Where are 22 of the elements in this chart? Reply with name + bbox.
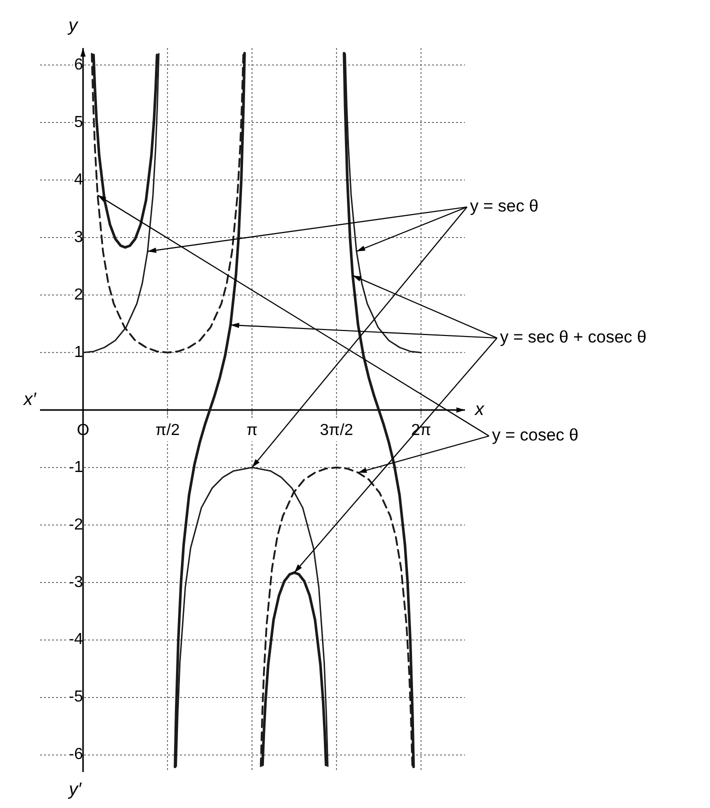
text: y′ xyxy=(66,779,82,799)
x-tick-label: π/2 xyxy=(155,422,180,440)
y-tick-label: 2 xyxy=(74,286,84,304)
y-tick-label: -1 xyxy=(68,458,84,476)
y-tick-label: -2 xyxy=(68,516,84,534)
y-tick-label: -6 xyxy=(68,746,84,764)
y-tick-label: -4 xyxy=(68,631,84,648)
y-tick-label: 4 xyxy=(74,172,84,189)
y-tick-label: -3 xyxy=(68,574,84,591)
y-tick-label: 6 xyxy=(74,56,84,74)
text: x′ xyxy=(22,389,37,409)
y-tick-label: 3 xyxy=(74,229,84,246)
y-axis-title: y xyxy=(66,15,79,35)
y-tick-label: 5 xyxy=(74,114,84,132)
x-tick-label: π xyxy=(246,422,258,440)
text: y = cosec θ xyxy=(492,426,578,445)
y-tick-label: 1 xyxy=(74,344,84,361)
text: y = sec θ xyxy=(470,196,539,216)
x-tick-label: 3π/2 xyxy=(320,422,354,440)
y-tick-label: -5 xyxy=(68,688,84,706)
text: y = sec θ + cosec θ xyxy=(500,328,646,347)
x-axis-title: x xyxy=(474,399,485,419)
